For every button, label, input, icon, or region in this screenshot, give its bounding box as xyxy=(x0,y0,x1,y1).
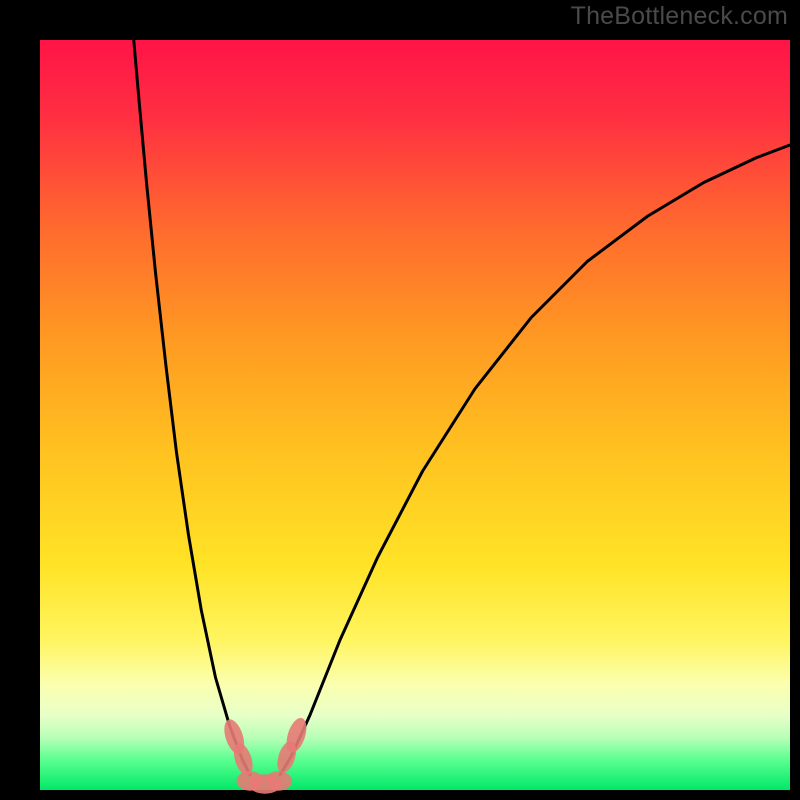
watermark-text: TheBottleneck.com xyxy=(571,2,788,31)
curve-layer xyxy=(40,40,790,790)
curve-left-branch xyxy=(134,40,250,775)
plot-area xyxy=(40,40,790,790)
chart-frame: TheBottleneck.com xyxy=(0,0,800,800)
curve-right-branch xyxy=(280,145,790,775)
